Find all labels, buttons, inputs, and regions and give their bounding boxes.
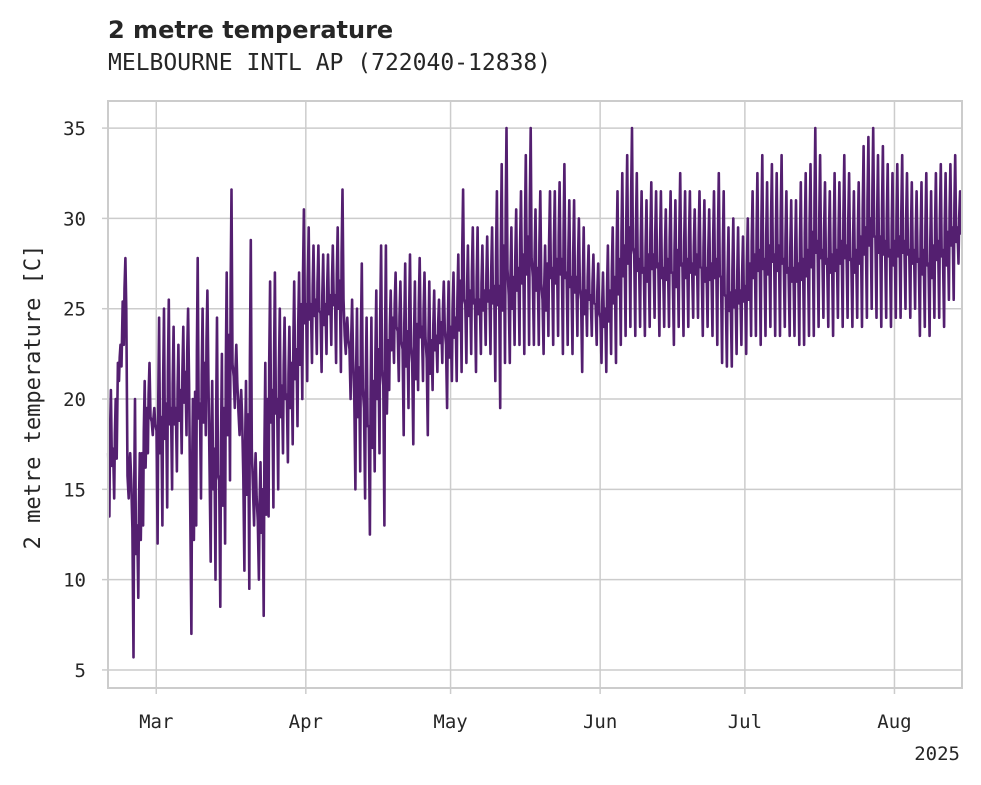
- y-tick-label: 35: [63, 118, 86, 140]
- y-tick-label: 30: [63, 208, 86, 230]
- x-tick-label: May: [433, 711, 467, 733]
- y-axis: 5 10 15 20 25 30 35: [63, 118, 108, 682]
- x-tick-label: Jul: [728, 711, 762, 733]
- x-tick-label: Apr: [289, 711, 323, 733]
- chart-subtitle: MELBOURNE INTL AP (722040-12838): [108, 50, 552, 76]
- x-axis-year-label: 2025: [914, 743, 960, 765]
- chart-title: 2 metre temperature: [108, 16, 394, 44]
- y-tick-label: 10: [63, 570, 86, 592]
- x-axis: Mar Apr May Jun Jul Aug: [139, 688, 912, 733]
- series-line: [106, 126, 963, 659]
- y-tick-label: 5: [75, 660, 86, 682]
- plot-frame: [107, 100, 963, 689]
- y-tick-label: 15: [63, 479, 86, 501]
- y-tick-label: 20: [63, 389, 86, 411]
- x-tick-label: Aug: [877, 711, 911, 733]
- x-tick-label: Mar: [139, 711, 173, 733]
- y-axis-label: 2 metre temperature [C]: [21, 245, 46, 550]
- y-tick-label: 25: [63, 299, 86, 321]
- x-tick-label: Jun: [583, 711, 617, 733]
